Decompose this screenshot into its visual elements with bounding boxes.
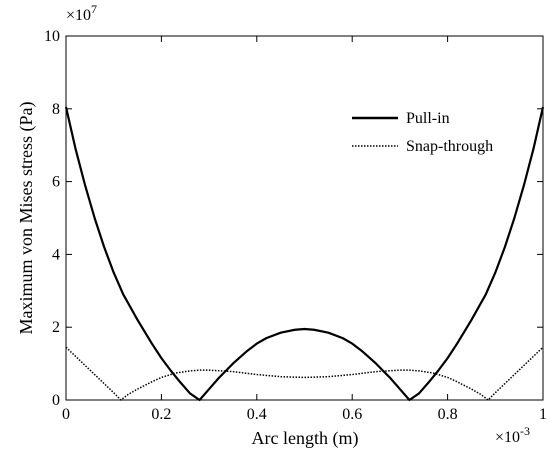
x-multiplier: ×10-3 [495, 424, 530, 446]
legend-label-snap-through: Snap-through [406, 138, 493, 155]
y-tick-label: 4 [52, 246, 60, 263]
x-multiplier-exponent: -3 [520, 424, 530, 438]
x-tick-label: 0.6 [342, 406, 362, 423]
y-tick-label: 10 [44, 28, 60, 45]
y-multiplier: ×107 [66, 2, 97, 24]
y-multiplier-base: ×10 [66, 7, 91, 24]
y-tick-label: 8 [52, 101, 60, 118]
legend-label-pull-in: Pull-in [406, 110, 450, 127]
y-multiplier-exponent: 7 [91, 2, 97, 16]
legend: Pull-in Snap-through [352, 110, 493, 155]
x-multiplier-base: ×10 [495, 429, 520, 446]
x-tick-label: 0.4 [247, 406, 267, 423]
x-tick-label: 1 [539, 406, 547, 423]
y-tick-label: 2 [52, 319, 60, 336]
y-tick-label: 0 [52, 392, 60, 409]
x-tick-label: 0.8 [438, 406, 458, 423]
x-tick-label: 0 [62, 406, 70, 423]
x-tick-label: 0.2 [151, 406, 171, 423]
x-axis-title: Arc length (m) [252, 428, 359, 449]
y-tick-label: 6 [52, 174, 60, 191]
series-line-pull-in [64, 106, 545, 402]
y-axis-title: Maximum von Mises stress (Pa) [16, 102, 37, 335]
plot-frame [65, 35, 544, 401]
